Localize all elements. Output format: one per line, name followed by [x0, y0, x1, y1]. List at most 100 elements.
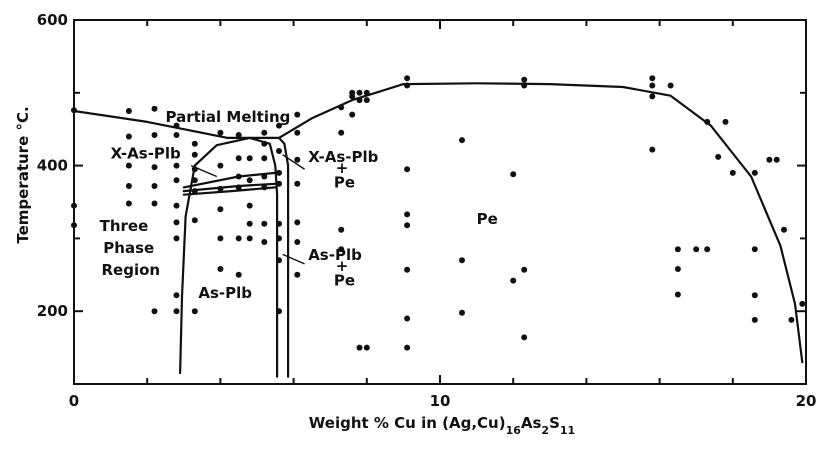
data-point	[674, 291, 681, 298]
data-point	[294, 156, 301, 163]
region-label: Partial Melting	[166, 108, 291, 126]
x-axis-title: Weight % Cu in (Ag,Cu)16As2S11	[309, 414, 575, 437]
data-point	[294, 271, 301, 278]
data-point	[773, 156, 780, 163]
data-point	[173, 308, 180, 315]
x-axis-title-sub2: 2	[541, 424, 549, 437]
data-point	[729, 169, 736, 176]
data-point	[404, 211, 411, 218]
data-point	[338, 129, 345, 136]
data-point	[173, 292, 180, 299]
boundary-curve-1	[277, 82, 804, 364]
y-tick-label: 600	[37, 11, 68, 29]
data-point	[294, 239, 301, 245]
data-point	[246, 235, 253, 242]
x-axis-title-sub3: 11	[560, 424, 575, 437]
data-point	[363, 97, 370, 104]
x-tick-label: 20	[796, 392, 817, 410]
y-tick-label: 200	[37, 302, 68, 320]
data-point	[294, 111, 301, 118]
data-point	[276, 169, 282, 176]
data-point	[235, 184, 242, 191]
boundary-curve-2	[179, 136, 279, 378]
data-points	[71, 75, 806, 351]
data-point	[191, 151, 198, 158]
data-point	[246, 155, 253, 162]
data-point	[674, 266, 681, 272]
data-point	[404, 222, 411, 229]
data-point	[261, 184, 268, 191]
region-label: Pe	[334, 272, 355, 290]
phase-boundaries	[72, 82, 804, 378]
data-point	[674, 246, 681, 253]
data-point	[191, 177, 198, 184]
data-point	[649, 93, 656, 100]
data-point	[125, 108, 132, 114]
data-point	[510, 277, 517, 284]
data-point	[191, 217, 198, 224]
data-point	[246, 220, 253, 227]
data-point	[521, 82, 528, 89]
data-point	[71, 202, 77, 209]
data-point	[649, 82, 656, 89]
data-point	[276, 257, 282, 264]
data-point	[649, 75, 656, 82]
data-point	[751, 169, 758, 176]
data-point	[799, 300, 806, 307]
data-point	[173, 122, 180, 129]
data-point	[191, 188, 198, 195]
data-point	[217, 162, 224, 169]
boundary-curve-6	[182, 186, 277, 196]
region-label: Region	[102, 261, 161, 279]
data-point	[276, 308, 282, 315]
data-point	[356, 89, 363, 96]
data-point	[276, 122, 282, 129]
data-point	[363, 344, 370, 351]
data-point	[173, 177, 180, 184]
data-point	[151, 200, 158, 207]
data-point	[693, 246, 700, 253]
data-point	[173, 235, 180, 242]
data-point	[751, 292, 758, 299]
data-point	[151, 183, 158, 189]
data-point	[649, 146, 656, 153]
data-point	[404, 82, 411, 89]
data-point	[151, 105, 158, 112]
data-point	[173, 132, 180, 138]
data-point	[338, 246, 345, 253]
data-point	[173, 202, 180, 209]
data-point	[404, 315, 411, 322]
leader-line-1	[282, 154, 305, 170]
data-point	[404, 344, 411, 351]
data-point	[521, 266, 528, 273]
region-label: Phase	[103, 239, 154, 257]
data-point	[521, 76, 528, 83]
x-axis-title-main: Weight % Cu in (Ag,Cu)	[309, 414, 506, 432]
data-point	[217, 206, 224, 213]
plot-border	[73, 19, 807, 385]
data-point	[235, 271, 242, 278]
data-point	[276, 235, 282, 242]
x-axis-title-sub1: 16	[506, 424, 522, 437]
data-point	[751, 316, 758, 323]
x-tick-label: 0	[69, 392, 79, 410]
data-point	[235, 235, 242, 242]
data-point	[125, 162, 132, 169]
data-point	[246, 202, 253, 209]
data-point	[261, 220, 268, 227]
data-point	[766, 156, 773, 163]
data-point	[71, 107, 77, 114]
data-point	[151, 164, 158, 171]
data-point	[510, 171, 517, 178]
data-point	[363, 89, 370, 96]
data-point	[151, 132, 158, 138]
data-point	[404, 166, 411, 173]
x-axis-title-mid1: As	[521, 414, 542, 432]
data-point	[217, 185, 224, 192]
data-point	[217, 266, 224, 272]
y-tick-label: 400	[37, 157, 68, 175]
data-point	[788, 316, 795, 323]
data-point	[235, 132, 242, 138]
